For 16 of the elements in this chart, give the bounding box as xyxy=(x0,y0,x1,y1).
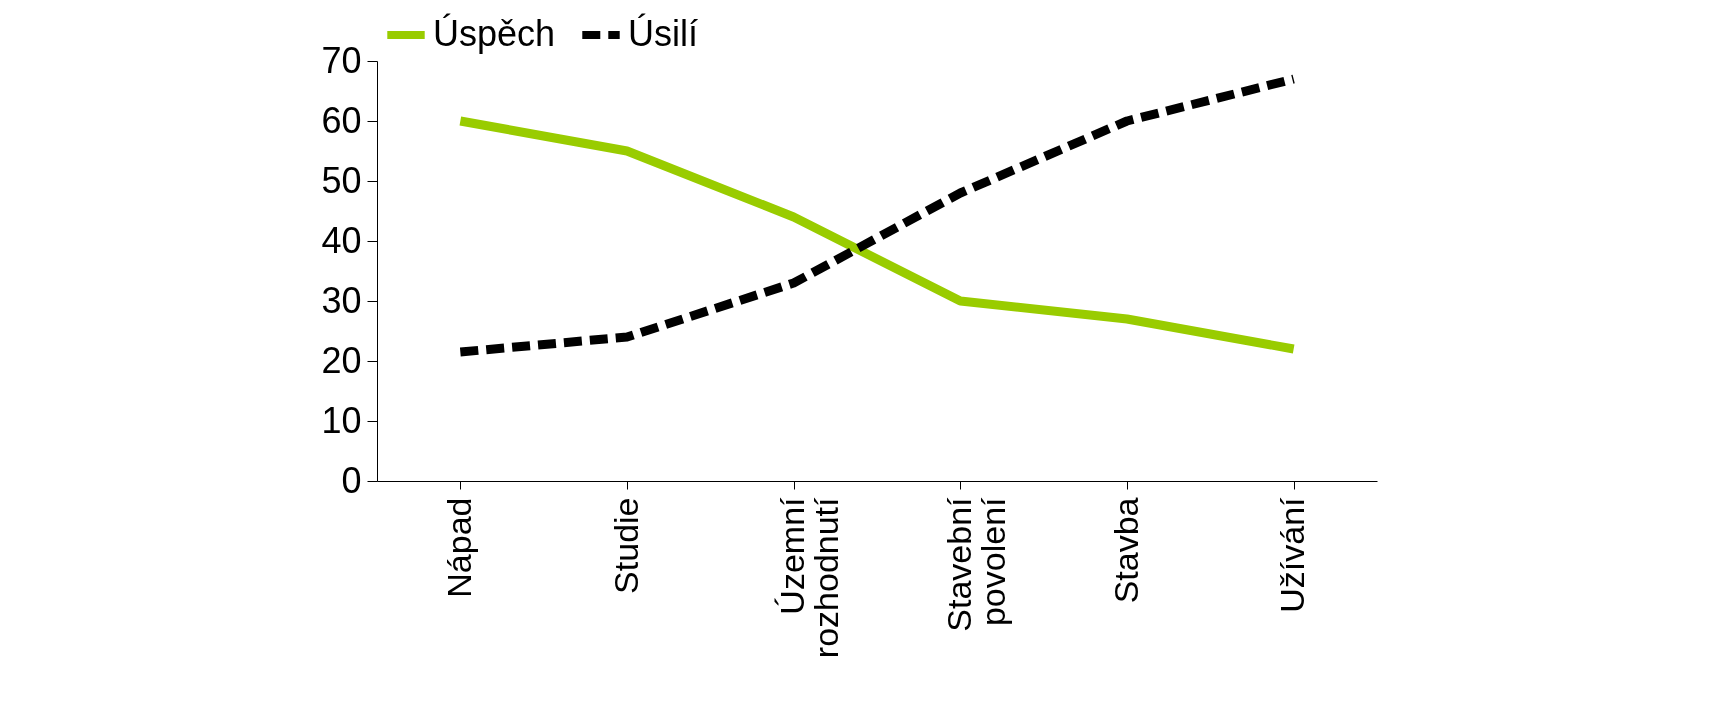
x-tick-label: Stavební povolení xyxy=(939,496,1012,632)
x-tick-label: Studie xyxy=(606,497,645,594)
x-tick-label: Nápad xyxy=(439,497,478,598)
y-tick-label: 70 xyxy=(321,39,362,81)
x-tick-label: Užívání xyxy=(1273,496,1312,613)
y-tick-label: 60 xyxy=(321,99,362,141)
legend-label: Úsilí xyxy=(628,13,698,54)
y-tick-label: 10 xyxy=(321,399,362,441)
x-tick-label: Územní rozhodnutí xyxy=(773,496,846,659)
y-tick-label: 50 xyxy=(321,159,362,201)
y-tick-label: 0 xyxy=(341,459,362,501)
y-tick-label: 30 xyxy=(321,279,362,321)
x-tick-label: Stavba xyxy=(1106,497,1145,604)
legend-label: Úspěch xyxy=(433,13,556,54)
y-tick-label: 40 xyxy=(321,219,362,261)
y-tick-label: 20 xyxy=(321,339,362,381)
